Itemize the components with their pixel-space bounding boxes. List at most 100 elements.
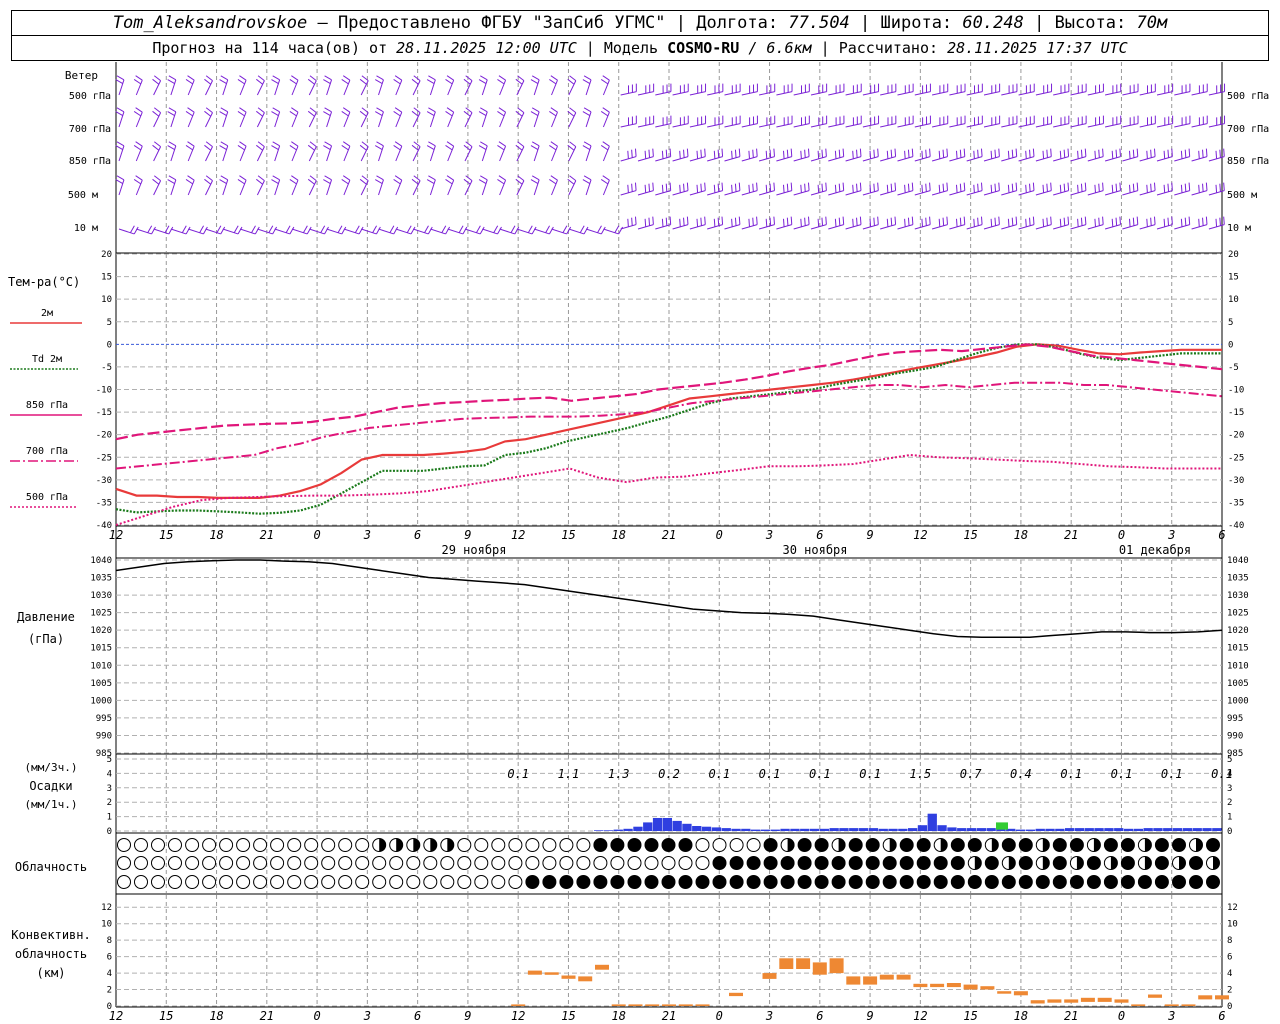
conv-cloud-bar — [729, 992, 743, 997]
wind-barb-shaft — [187, 145, 195, 162]
wind-barb-feather — [627, 150, 629, 159]
wind-barb-feather — [1115, 149, 1118, 158]
precip-total-label: 0.1 — [1161, 767, 1183, 781]
pressure-ytick-right: 1000 — [1227, 696, 1249, 706]
cloud-cover-symbol — [134, 856, 148, 870]
wind-barb-feather — [475, 225, 481, 233]
wind-barb-feather — [1050, 216, 1052, 225]
wind-barb-shaft — [153, 146, 162, 162]
precip-total-label: 1.5 — [910, 767, 932, 781]
wind-barb-feather — [167, 145, 175, 151]
wind-barb-feather — [323, 145, 331, 151]
wind-barb-feather — [135, 141, 143, 147]
wind-barb-shaft — [516, 146, 525, 162]
hour-tick-label-bottom: 0 — [1118, 1009, 1125, 1023]
wind-barb-feather — [696, 218, 699, 227]
wind-barb-feather — [1067, 148, 1070, 157]
precip-bar — [1074, 828, 1085, 831]
temp-ytick-left: 10 — [101, 295, 112, 305]
wind-barb-feather — [216, 225, 222, 233]
wind-barb-feather — [1219, 217, 1221, 226]
wind-barb-feather — [686, 216, 689, 225]
wind-barb-feather — [1184, 149, 1187, 158]
cloud-cover-symbol — [474, 875, 489, 889]
wind-barb-feather — [1032, 148, 1035, 157]
wind-barb-feather — [517, 107, 525, 114]
wind-barb-feather — [977, 217, 979, 226]
wind-barb-feather — [873, 217, 875, 226]
wind-barb-feather — [1184, 217, 1187, 226]
wind-barb-shaft — [568, 112, 577, 128]
wind-barb-feather — [153, 141, 161, 148]
wind-barb-feather — [752, 217, 754, 226]
wind-barb-shaft — [516, 180, 525, 196]
wind-barb-feather — [782, 150, 785, 159]
wind-barb-shaft — [1087, 123, 1104, 128]
wind-barb-feather — [1188, 148, 1191, 157]
wind-barb-feather — [583, 175, 592, 181]
wind-barb-feather — [1094, 218, 1096, 227]
wind-barb-feather — [167, 111, 175, 117]
wind-barb-shaft — [430, 228, 446, 235]
wind-barb-shaft — [447, 228, 464, 235]
conv-cloud-bar — [1131, 1004, 1146, 1006]
cloud-cover-symbol — [338, 838, 353, 852]
wind-barb-feather — [994, 149, 997, 158]
wind-barb-feather — [582, 111, 591, 117]
wind-barb-shaft — [187, 179, 195, 196]
wind-barb-shaft — [395, 111, 403, 128]
wind-barb-feather — [1188, 182, 1191, 191]
wind-barb-shaft — [429, 179, 436, 196]
lon-value: 77.504 — [788, 13, 850, 33]
wind-barb-feather — [393, 179, 401, 185]
wind-barb-feather — [1059, 184, 1062, 193]
wind-barb-feather — [411, 144, 419, 151]
wind-barb-feather — [790, 182, 793, 191]
cloud-cover-symbol — [933, 875, 948, 889]
wind-barb-feather — [342, 141, 351, 147]
precip-bar — [682, 823, 692, 831]
wind-barb-feather — [291, 175, 299, 181]
temp-title: Тем-ра(°C) — [8, 275, 80, 289]
wind-barb-shaft — [378, 145, 384, 162]
wind-barb-feather — [341, 145, 349, 151]
wind-barb-shaft — [533, 79, 540, 96]
wind-barb-feather — [531, 175, 540, 181]
wind-barb-feather — [428, 75, 436, 81]
precip-bar — [1065, 828, 1075, 831]
wind-barb-feather — [756, 182, 758, 191]
wind-barb-feather — [838, 183, 841, 192]
wind-barb-shaft — [256, 112, 265, 128]
wind-barb-shaft — [378, 228, 394, 235]
temp-ytick-right: -10 — [1228, 386, 1244, 396]
wind-barb-feather — [1077, 184, 1079, 193]
wind-barb-feather — [938, 150, 941, 159]
wind-barb-feather — [426, 145, 435, 151]
wind-barb-feather — [531, 75, 540, 81]
wind-barb-feather — [734, 217, 737, 226]
wind-barb-feather — [1046, 149, 1048, 158]
wind-barb-shaft — [257, 228, 273, 235]
wind-barb-shaft — [516, 228, 533, 235]
pressure-ytick-right: 1030 — [1227, 591, 1249, 601]
wind-barb-feather — [648, 217, 651, 226]
wind-barb-shaft — [447, 111, 455, 128]
cloud-cover-symbol — [185, 856, 200, 870]
wind-barb-feather — [567, 110, 575, 117]
wind-barb-shaft — [153, 180, 162, 196]
hour-tick-label-bottom: 3 — [765, 1009, 773, 1023]
wind-barb-feather — [478, 179, 487, 185]
conv-cloud-bar — [980, 986, 995, 990]
temp-ytick-left: -20 — [96, 431, 112, 441]
precip-bar — [692, 826, 702, 831]
pressure-ytick-right: 1015 — [1227, 644, 1249, 654]
conv-ytick-left: 4 — [107, 969, 112, 979]
wind-barb-shaft — [395, 79, 403, 96]
wind-barb-shaft — [136, 228, 152, 235]
wind-barb-shaft — [481, 179, 488, 196]
calc-time: 28.11.2025 17:37 UTC — [947, 39, 1128, 57]
wind-barb-shaft — [412, 112, 421, 128]
lon-label: Долгота: — [696, 13, 779, 33]
wind-barb-shaft — [481, 145, 488, 162]
wind-barb-feather — [394, 175, 403, 181]
